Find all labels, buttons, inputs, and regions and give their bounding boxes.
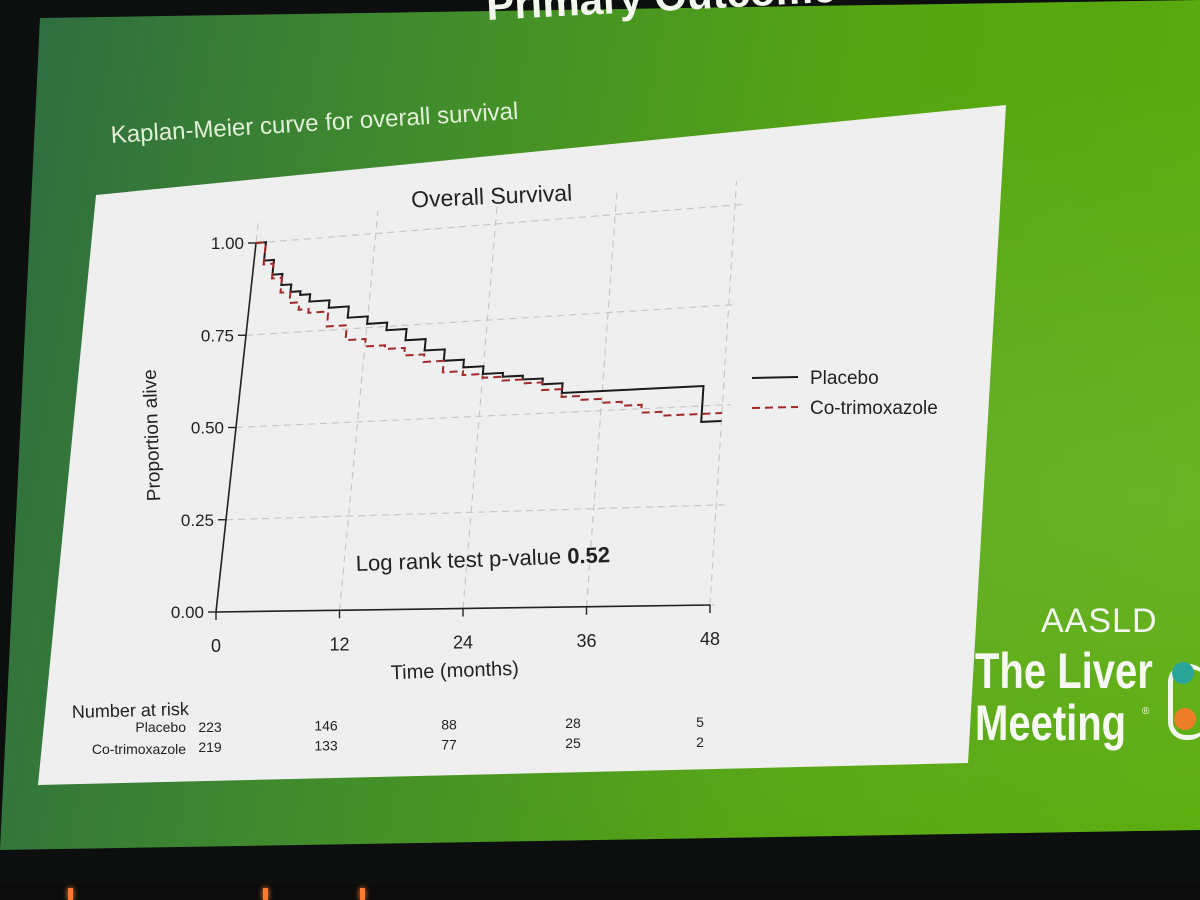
- legend-label: Co-trimoxazole: [810, 398, 938, 419]
- x-tick-label: 48: [700, 629, 720, 649]
- p-value-label: Log rank test p-value: [355, 544, 567, 576]
- risk-cell: 77: [441, 736, 457, 752]
- series-line-co-trimoxazole: [255, 241, 723, 417]
- legend-swatch: [751, 406, 799, 409]
- grid-line-x: [338, 210, 379, 611]
- grid-line-y: [225, 504, 725, 521]
- risk-row-label: Placebo: [135, 719, 186, 735]
- risk-row-label: Co-trimoxazole: [92, 741, 186, 757]
- chart-panel: [38, 105, 1006, 785]
- risk-cell: 28: [565, 715, 581, 731]
- risk-cell: 219: [198, 739, 222, 755]
- grid-line-x: [585, 190, 618, 607]
- grid-line-x: [709, 180, 738, 606]
- chart-title: Overall Survival: [411, 180, 573, 213]
- risk-cell: 88: [441, 716, 457, 732]
- x-tick-label: 24: [453, 633, 473, 653]
- y-tick-label: 0.00: [171, 603, 204, 622]
- stage-light: [68, 888, 73, 900]
- x-tick-label: 0: [211, 636, 221, 656]
- p-value-number: 0.52: [567, 542, 611, 568]
- x-tick-label: 12: [329, 634, 349, 654]
- logo-dot-orange: [1174, 708, 1196, 730]
- series-line-placebo: [255, 241, 722, 423]
- y-tick-label: 0.50: [191, 419, 224, 438]
- p-value-annotation: Log rank test p-value 0.52: [355, 542, 610, 576]
- risk-cell: 146: [314, 718, 338, 734]
- brand-org: AASLD: [1041, 602, 1158, 640]
- legend-swatch: [751, 376, 799, 379]
- risk-table-title: Number at risk: [72, 699, 191, 722]
- grid-line-x: [462, 200, 499, 609]
- stage-light: [263, 888, 268, 900]
- y-tick-label: 0.25: [181, 511, 214, 530]
- risk-cell: 25: [565, 735, 581, 751]
- x-tick-label: 36: [576, 631, 596, 651]
- x-axis-label: Time (months): [390, 658, 519, 684]
- registered-mark: ®: [1142, 706, 1150, 717]
- y-axis-label: Proportion alive: [140, 369, 166, 502]
- legend-label: Placebo: [810, 368, 879, 389]
- stage-light: [360, 888, 365, 900]
- brand-event: The Liver Meeting: [975, 645, 1153, 749]
- risk-cell: 133: [314, 738, 338, 754]
- brand-event-line2: Meeting: [975, 695, 1127, 751]
- grid-line-y: [245, 303, 737, 336]
- risk-cell: 2: [696, 734, 704, 750]
- risk-cell: 223: [198, 719, 222, 735]
- y-tick-label: 1.00: [211, 234, 244, 253]
- risk-cell: 5: [696, 714, 704, 730]
- grid-line-y: [255, 203, 744, 244]
- grid-line-y: [235, 404, 731, 429]
- y-tick-label: 0.75: [201, 326, 234, 345]
- stage-floor: [0, 884, 1200, 900]
- logo-dot-teal: [1172, 662, 1194, 684]
- brand-event-line1: The Liver: [975, 643, 1153, 699]
